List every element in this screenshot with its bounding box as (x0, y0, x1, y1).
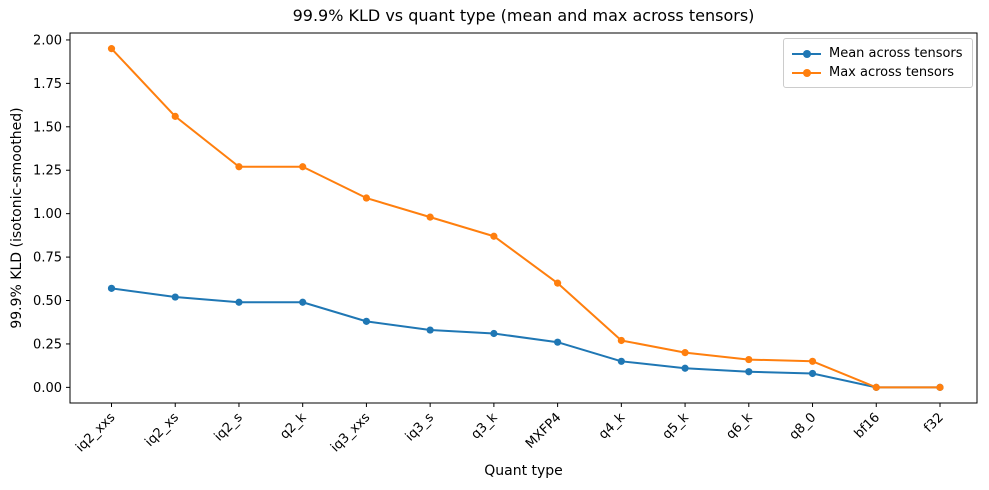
data-point-marker (745, 368, 753, 376)
y-tick-label: 1.50 (33, 120, 62, 135)
x-tick-label: iq2_s (212, 410, 246, 444)
data-point-marker (171, 293, 179, 301)
data-point-marker (362, 317, 371, 325)
data-point-marker (362, 194, 371, 202)
legend-line-marker-icon (792, 66, 821, 80)
y-tick-label: 0.00 (33, 381, 62, 396)
data-point-marker (299, 163, 307, 171)
y-tick-label: 0.50 (33, 294, 62, 309)
x-tick-label: q6_k (723, 410, 756, 443)
x-tick-label: f32 (921, 410, 947, 436)
data-point-marker (617, 336, 625, 345)
x-tick-label: q5_k (660, 410, 693, 443)
y-tick-label: 0.75 (33, 251, 62, 266)
x-axis-label: Quant type (484, 463, 563, 479)
x-tick-label: q2_k (277, 410, 310, 443)
plot-border (69, 32, 978, 404)
y-tick-label: 1.75 (33, 77, 62, 92)
data-point-marker (235, 163, 243, 171)
data-point-marker (681, 364, 689, 372)
data-point-marker (808, 369, 817, 378)
legend-line-marker-icon (792, 47, 821, 61)
series-line (110, 47, 940, 389)
data-point-marker (107, 284, 116, 292)
data-point-marker (808, 357, 817, 365)
x-tick-label: iq3_s (403, 410, 437, 444)
y-tick-label: 2.00 (33, 33, 62, 48)
data-point-marker (490, 329, 498, 338)
series-line (111, 287, 940, 389)
data-point-marker (872, 383, 880, 391)
data-point-marker (235, 298, 243, 306)
x-tick-label: bf16 (852, 410, 883, 441)
data-point-marker (617, 357, 625, 365)
x-tick-label: iq3_xxs (328, 410, 373, 455)
chart-title: 99.9% KLD vs quant type (mean and max ac… (292, 6, 755, 25)
data-point-marker (107, 45, 116, 53)
data-point-marker (426, 213, 434, 221)
data-point-marker (681, 349, 689, 357)
data-point-marker (490, 232, 498, 240)
x-tick-label: iq2_xxs (73, 410, 118, 455)
x-tick-label: MXFP4 (523, 410, 565, 452)
x-tick-label: q8_0 (787, 410, 820, 443)
data-point-marker (554, 279, 562, 287)
y-tick-label: 1.00 (33, 207, 62, 222)
legend-item: Mean across tensors (792, 44, 963, 63)
x-tick-label: q3_k (468, 410, 501, 443)
data-point-marker (426, 326, 434, 334)
data-point-marker (745, 355, 753, 364)
x-tick-label: q4_k (596, 410, 629, 443)
legend-label: Mean across tensors (829, 46, 963, 61)
y-tick-label: 1.25 (33, 164, 62, 179)
data-point-marker (554, 338, 562, 346)
legend-label: Max across tensors (829, 65, 954, 80)
y-tick-label: 0.25 (33, 337, 62, 352)
data-point-marker (936, 383, 944, 391)
data-point-marker (299, 298, 307, 306)
x-tick-label: iq2_xs (142, 410, 182, 450)
legend: Mean across tensors Max across tensors (783, 38, 973, 88)
data-point-marker (171, 112, 179, 120)
legend-item: Max across tensors (792, 63, 963, 82)
